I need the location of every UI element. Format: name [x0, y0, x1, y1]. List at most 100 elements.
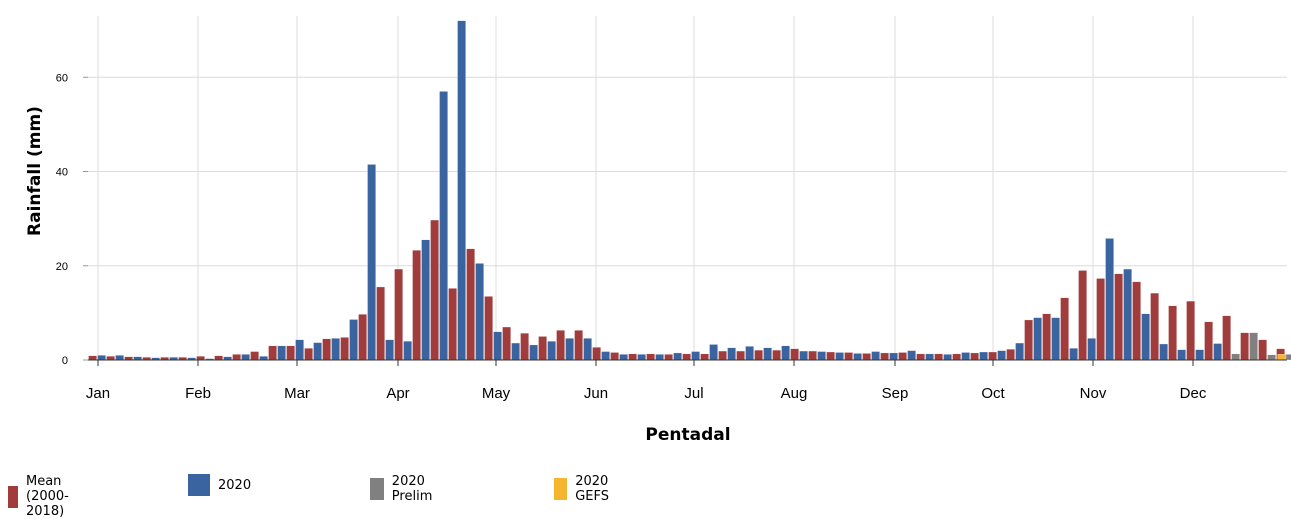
bar-2020[interactable] — [566, 338, 574, 360]
bar-2020[interactable] — [1196, 350, 1204, 360]
bar-2020[interactable] — [1052, 318, 1060, 360]
bar-mean[interactable] — [287, 346, 295, 360]
bar-mean[interactable] — [1169, 306, 1177, 360]
bar-2020[interactable] — [1034, 318, 1042, 360]
bar-mean[interactable] — [737, 351, 745, 360]
bar-2020[interactable] — [854, 353, 862, 360]
bar-mean[interactable] — [449, 288, 457, 360]
bar-2020[interactable] — [1178, 350, 1186, 360]
bar-mean[interactable] — [575, 330, 583, 360]
bar-2020[interactable] — [1160, 344, 1168, 360]
bar-2020-prelim[interactable] — [1232, 354, 1240, 360]
bar-mean[interactable] — [629, 354, 637, 360]
bar-mean[interactable] — [1187, 301, 1195, 360]
bar-mean[interactable] — [665, 354, 673, 360]
bar-2020[interactable] — [1070, 348, 1078, 360]
bar-mean[interactable] — [359, 314, 367, 360]
bar-mean[interactable] — [1097, 278, 1105, 360]
bar-mean[interactable] — [233, 354, 241, 360]
bar-mean[interactable] — [485, 296, 493, 360]
bar-mean[interactable] — [1133, 282, 1141, 360]
bar-2020-prelim[interactable] — [1250, 333, 1258, 360]
bar-mean[interactable] — [377, 287, 385, 360]
bar-mean[interactable] — [971, 353, 979, 360]
bar-2020[interactable] — [242, 354, 250, 360]
bar-2020[interactable] — [620, 354, 628, 360]
bar-mean[interactable] — [557, 330, 565, 360]
bar-mean[interactable] — [845, 352, 853, 360]
bar-mean[interactable] — [881, 353, 889, 360]
bar-2020[interactable] — [404, 341, 412, 360]
bar-2020[interactable] — [314, 343, 322, 360]
bar-mean[interactable] — [611, 352, 619, 360]
bar-2020[interactable] — [386, 340, 394, 360]
bar-mean[interactable] — [1115, 274, 1123, 360]
bar-mean[interactable] — [1151, 293, 1159, 360]
bar-2020[interactable] — [602, 352, 610, 360]
bar-2020[interactable] — [998, 351, 1006, 360]
bar-2020[interactable] — [476, 263, 484, 360]
bar-mean[interactable] — [341, 337, 349, 360]
bar-mean[interactable] — [1043, 314, 1051, 360]
bar-2020[interactable] — [638, 354, 646, 360]
bar-2020[interactable] — [1124, 269, 1132, 360]
bar-mean[interactable] — [467, 249, 475, 360]
bar-mean[interactable] — [431, 220, 439, 360]
bar-mean[interactable] — [1079, 270, 1087, 360]
bar-mean[interactable] — [935, 354, 943, 360]
bar-mean[interactable] — [305, 348, 313, 360]
bar-2020[interactable] — [332, 338, 340, 360]
bar-2020[interactable] — [584, 338, 592, 360]
bar-2020[interactable] — [494, 332, 502, 360]
bar-mean[interactable] — [899, 352, 907, 360]
bar-2020[interactable] — [692, 352, 700, 360]
bar-mean[interactable] — [269, 346, 277, 360]
bar-2020[interactable] — [116, 355, 124, 360]
bar-mean[interactable] — [953, 354, 961, 360]
bar-2020[interactable] — [1214, 344, 1222, 360]
bar-2020[interactable] — [98, 355, 106, 360]
legend-item-2020[interactable]: 2020 — [188, 474, 251, 496]
bar-2020-prelim[interactable] — [1286, 354, 1291, 360]
bar-mean[interactable] — [89, 356, 97, 360]
bar-mean[interactable] — [107, 356, 115, 360]
bar-mean[interactable] — [647, 354, 655, 360]
bar-2020[interactable] — [890, 353, 898, 360]
bar-mean[interactable] — [413, 250, 421, 360]
bar-mean[interactable] — [251, 352, 259, 360]
legend-item-2020-gefs[interactable]: 2020 GEFS — [554, 474, 618, 504]
bar-mean[interactable] — [917, 354, 925, 360]
bar-mean[interactable] — [521, 333, 529, 360]
bar-2020[interactable] — [710, 344, 718, 360]
bar-2020[interactable] — [818, 352, 826, 360]
bar-2020[interactable] — [728, 348, 736, 360]
bar-2020[interactable] — [926, 354, 934, 360]
bar-2020[interactable] — [422, 240, 430, 360]
bar-2020[interactable] — [746, 346, 754, 360]
bar-mean[interactable] — [863, 353, 871, 360]
legend-item-2020-prelim[interactable]: 2020 Prelim — [370, 474, 441, 504]
bar-mean[interactable] — [1223, 316, 1231, 360]
bar-mean[interactable] — [1205, 322, 1213, 360]
bar-mean[interactable] — [593, 347, 601, 360]
bar-mean[interactable] — [683, 354, 691, 360]
bar-mean[interactable] — [701, 354, 709, 360]
bar-2020[interactable] — [1088, 338, 1096, 360]
bar-2020[interactable] — [674, 353, 682, 360]
bar-2020[interactable] — [656, 354, 664, 360]
bar-mean[interactable] — [1061, 298, 1069, 360]
bar-mean[interactable] — [503, 327, 511, 360]
bar-mean[interactable] — [215, 356, 223, 360]
bar-mean[interactable] — [809, 351, 817, 360]
bar-2020[interactable] — [458, 21, 466, 360]
bar-2020-prelim[interactable] — [1268, 355, 1276, 360]
bar-mean[interactable] — [791, 349, 799, 360]
bar-2020[interactable] — [512, 343, 520, 360]
bar-2020[interactable] — [764, 348, 772, 360]
bar-2020[interactable] — [800, 351, 808, 360]
bar-mean[interactable] — [1241, 333, 1249, 360]
bar-2020-gefs[interactable] — [1278, 354, 1286, 360]
bar-mean[interactable] — [539, 336, 547, 360]
bar-mean[interactable] — [1007, 349, 1015, 360]
bar-2020[interactable] — [908, 351, 916, 360]
